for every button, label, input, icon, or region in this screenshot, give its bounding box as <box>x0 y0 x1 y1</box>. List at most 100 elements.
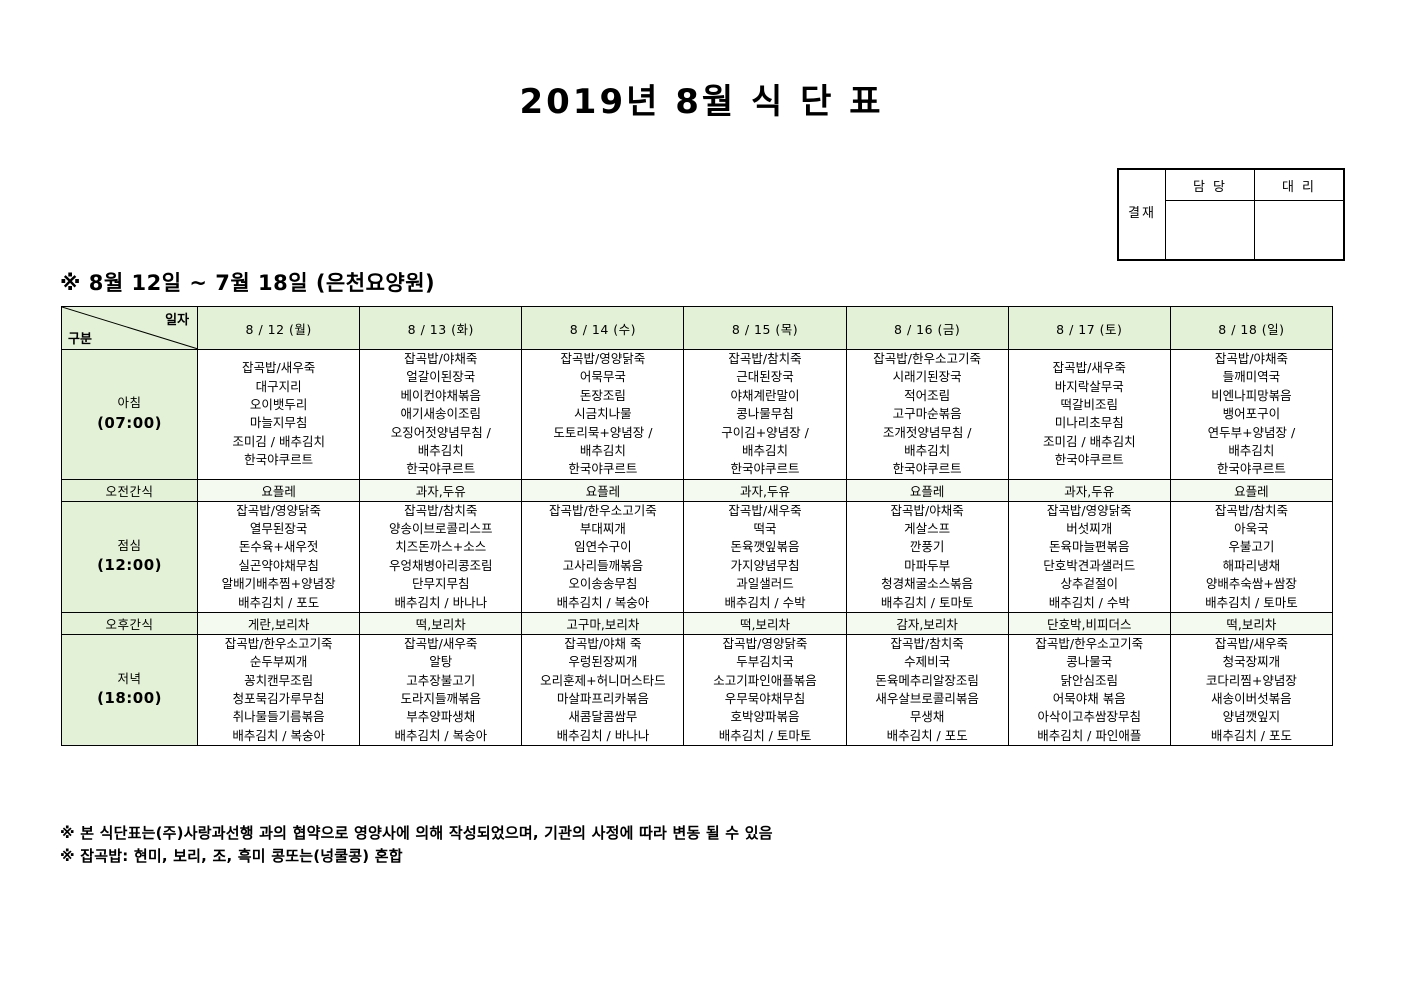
menu-item: 청경채굴소스볶음 <box>881 576 974 592</box>
snack-cell-morning-snack-day5: 요플레 <box>845 478 1009 502</box>
menu-cell-breakfast-day1: 잡곡밥/새우죽 대구지리 오이뱃두리 마늘지무침 조미김 / 배추김치 한국야쿠르트 <box>197 349 361 480</box>
snack-cell-afternoon-snack-day7: 떡,보리차 <box>1169 611 1334 635</box>
menu-item: 돈육마늘편볶음 <box>1049 539 1130 555</box>
menu-item: 우불고기 <box>1228 539 1275 555</box>
menu-item: 한국야쿠르트 <box>406 461 476 477</box>
menu-item: 과일샐러드 <box>736 576 794 592</box>
meal-name: 아침 <box>117 395 142 411</box>
menu-cell-breakfast-day3: 잡곡밥/영양닭죽 어묵무국 돈장조림 시금치나물 도토리묵+양념장 / 배추김치 한국야쿠르… <box>521 349 685 480</box>
meal-label-lunch: 점심 (12:00) <box>60 500 199 613</box>
menu-item: 청포묵김가루무침 <box>232 691 325 706</box>
menu-item: 잡곡밥/한우소고기죽 <box>549 502 657 518</box>
menu-item: 콩나물무침 <box>736 406 794 422</box>
menu-cell-lunch-day2: 잡곡밥/참치죽 양송이브로콜리스프 치즈돈까스+소스 우엉채병아리콩조림 단무지무침 배추… <box>359 500 523 613</box>
menu-item: 오징어젓양념무침 / <box>390 424 491 440</box>
menu-item: 오이송송무침 <box>568 576 638 592</box>
menu-item: 잡곡밥/영양닭죽 <box>236 502 322 518</box>
diagonal-divider-icon <box>62 307 198 349</box>
menu-cell-dinner-day3: 잡곡밥/야채 죽 우렁된장찌개 오리훈제+허니머스타드 마살파프리카볶음 새콤달콤쌈무 배… <box>521 633 685 747</box>
menu-cell-lunch-day5: 잡곡밥/야채죽 게살스프 깐풍기 마파두부 청경채굴소스볶음 배추김치 / 토마토 <box>845 500 1009 613</box>
menu-cell-lunch-day7: 잡곡밥/참치죽 아욱국 우불고기 해파리냉채 양배추숙쌈+쌈장 배추김치 / 토마토 <box>1169 500 1334 613</box>
column-header-day-2: 8 / 13 (화) <box>359 306 523 350</box>
approval-signature-damdang[interactable] <box>1165 200 1255 260</box>
menu-item: 버섯찌개 <box>1066 521 1113 536</box>
meal-name: 점심 <box>117 537 142 553</box>
footer-notes: ※ 본 식단표는(주)사랑과선행 과의 협약으로 영양사에 의해 작성되었으며,… <box>60 822 773 869</box>
menu-item: 우엉채병아리콩조림 <box>389 557 493 573</box>
menu-row-dinner: 저녁 (18:00) 잡곡밥/한우소고기죽 순두부찌개 꽁치캔무조림 청포묵김가루무침 취나… <box>60 633 1334 747</box>
menu-item: 배추김치 / 파인애플 <box>1037 727 1142 743</box>
footer-note-2: ※ 잡곡밥: 현미, 보리, 조, 흑미 콩또는(넝쿨콩) 혼합 <box>60 847 403 866</box>
column-header-day-4: 8 / 15 (목) <box>683 306 847 350</box>
snack-cell-afternoon-snack-day3: 고구마,보리차 <box>521 611 685 635</box>
menu-item: 얼갈이된장국 <box>406 369 476 385</box>
column-header-day-3: 8 / 14 (수) <box>521 306 685 350</box>
menu-cell-lunch-day3: 잡곡밥/한우소고기죽 부대찌개 임연수구이 고사리들깨볶음 오이송송무침 배추김치 / 복… <box>521 500 685 613</box>
menu-item: 배추김치 <box>904 442 951 458</box>
menu-item: 배추김치 / 포도 <box>886 727 968 743</box>
approval-signature-daeri[interactable] <box>1254 200 1344 260</box>
menu-item: 배추김치 <box>417 442 464 458</box>
menu-item: 어묵무국 <box>579 369 626 385</box>
meal-label-dinner: 저녁 (18:00) <box>60 633 199 747</box>
menu-item: 오리훈제+허니머스타드 <box>540 672 666 688</box>
menu-table-body: 아침 (07:00) 잡곡밥/새우죽 대구지리 오이뱃두리 마늘지무침 조미김 / 배추김치… <box>60 349 1334 747</box>
menu-item: 들깨미역국 <box>1222 369 1281 385</box>
menu-item: 애기새송이조림 <box>400 406 482 422</box>
menu-item: 배추김치 / 수박 <box>1048 594 1130 610</box>
meal-time: (18:00) <box>97 689 163 708</box>
menu-item: 잡곡밥/야채죽 <box>890 502 964 518</box>
menu-cell-dinner-day4: 잡곡밥/영양닭죽 두부김치국 소고기파인애플볶음 우무묵야채무침 호박양파볶음 배추김치 … <box>683 633 847 747</box>
menu-item: 배추김치 / 바나나 <box>556 727 650 743</box>
column-header-day-6: 8 / 17 (토) <box>1007 306 1171 350</box>
menu-item: 돈육깻잎볶음 <box>730 539 800 555</box>
menu-cell-breakfast-day6: 잡곡밥/새우죽 바지락살무국 떡갈비조림 미나리초무침 조미김 / 배추김치 한국야쿠르트 <box>1007 349 1171 480</box>
menu-item: 한국야쿠르트 <box>1054 452 1124 468</box>
approval-column-header-daeri: 대 리 <box>1254 169 1344 201</box>
menu-item: 오이뱃두리 <box>249 396 308 412</box>
menu-item: 아욱국 <box>1234 521 1269 536</box>
menu-item: 가지양념무침 <box>730 557 800 573</box>
menu-item: 마살파프리카볶음 <box>556 691 649 706</box>
menu-item: 새우살브로콜리볶음 <box>875 691 979 706</box>
menu-item: 배추김치 / 포도 <box>238 594 320 610</box>
menu-table: 일자 구분 8 / 12 (월) 8 / 13 (화) 8 / 14 (수) 8… <box>60 306 1334 747</box>
menu-item: 배추김치 / 포도 <box>1210 727 1292 743</box>
menu-item: 호박양파볶음 <box>730 709 800 725</box>
menu-item: 부추양파생채 <box>406 709 476 725</box>
menu-item: 닭안심조림 <box>1060 672 1119 688</box>
menu-cell-breakfast-day5: 잡곡밥/한우소고기죽 시래기된장국 적어조림 고구마순볶음 조개젓양념무침 / 배추김치 한… <box>845 349 1009 480</box>
snack-label-morning-snack: 오전간식 <box>60 478 199 502</box>
menu-item: 한국야쿠르트 <box>1216 461 1286 477</box>
column-header-day-1: 8 / 12 (월) <box>197 306 361 350</box>
menu-item: 무생채 <box>909 709 945 725</box>
approval-box: 결재 담 당 대 리 <box>1117 168 1345 261</box>
snack-cell-afternoon-snack-day5: 감자,보리차 <box>845 611 1009 635</box>
menu-item: 잡곡밥/야채죽 <box>1214 351 1289 366</box>
snack-cell-afternoon-snack-day1: 게란,보리차 <box>197 611 361 635</box>
page-title: 2019년 8월 식 단 표 <box>519 82 884 122</box>
snack-cell-morning-snack-day4: 과자,두유 <box>683 478 847 502</box>
menu-item: 게살스프 <box>904 521 951 536</box>
menu-item: 알탕 <box>429 654 453 670</box>
menu-item: 양념깻잎지 <box>1222 709 1281 725</box>
menu-item: 잡곡밥/참치죽 <box>404 502 478 518</box>
meal-time: (07:00) <box>97 413 163 432</box>
header-corner-cell: 일자 구분 <box>60 306 199 350</box>
snack-cell-afternoon-snack-day6: 단호박,비피더스 <box>1007 611 1171 635</box>
menu-item: 잡곡밥/새우죽 <box>404 635 478 651</box>
menu-item: 우렁된장찌개 <box>568 654 638 670</box>
menu-item: 배추김치 / 복숭아 <box>394 727 488 743</box>
column-header-day-7: 8 / 18 (일) <box>1169 306 1334 350</box>
menu-item: 잡곡밥/야채 죽 <box>564 635 642 651</box>
snack-cell-morning-snack-day2: 과자,두유 <box>359 478 523 502</box>
menu-cell-breakfast-day2: 잡곡밥/야채죽 얼갈이된장국 베이컨야채볶음 애기새송이조림 오징어젓양념무침 / 배추김… <box>359 349 523 480</box>
menu-item: 우무묵야채무침 <box>724 691 806 706</box>
menu-item: 베이컨야채볶음 <box>400 387 482 403</box>
menu-item: 대구지리 <box>255 378 302 394</box>
menu-item: 도라지들깨볶음 <box>400 691 482 706</box>
menu-item: 잡곡밥/새우죽 <box>1214 635 1289 651</box>
menu-item: 조미김 / 배추김치 <box>1042 433 1136 449</box>
menu-item: 잡곡밥/한우소고기죽 <box>873 351 982 366</box>
